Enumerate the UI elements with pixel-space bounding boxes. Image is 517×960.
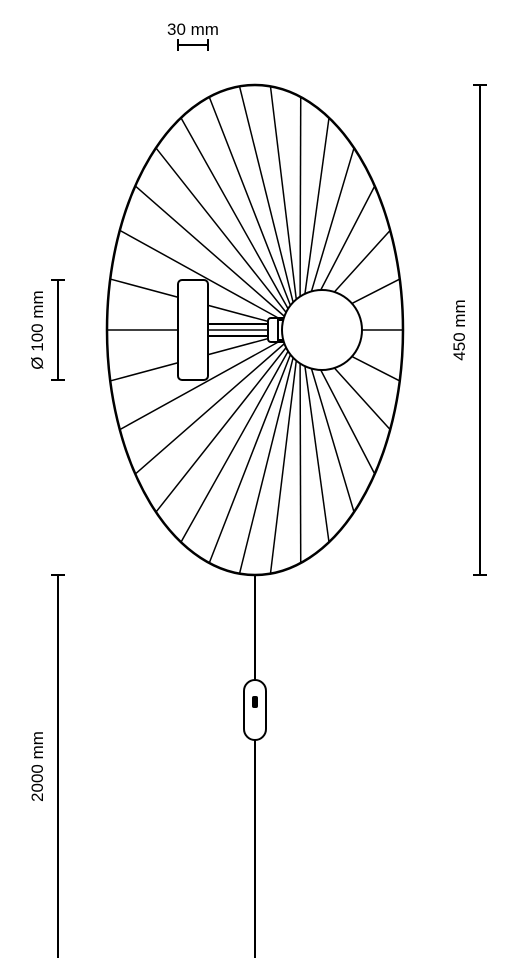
- dim-top-label: 30 mm: [167, 20, 219, 39]
- dimension-left-upper: Ø 100 mm: [28, 280, 65, 380]
- dim-left-lower-label: 2000 mm: [28, 731, 47, 802]
- technical-drawing: 30 mm 450 mm Ø 100 mm 2000 mm: [0, 0, 517, 960]
- dimension-left-lower: 2000 mm: [28, 575, 65, 958]
- lamp-drawing: [107, 85, 403, 958]
- dim-left-upper-label: Ø 100 mm: [28, 290, 47, 369]
- dimension-top: 30 mm: [167, 20, 219, 51]
- dimension-right: 450 mm: [450, 85, 487, 575]
- dim-right-label: 450 mm: [450, 299, 469, 360]
